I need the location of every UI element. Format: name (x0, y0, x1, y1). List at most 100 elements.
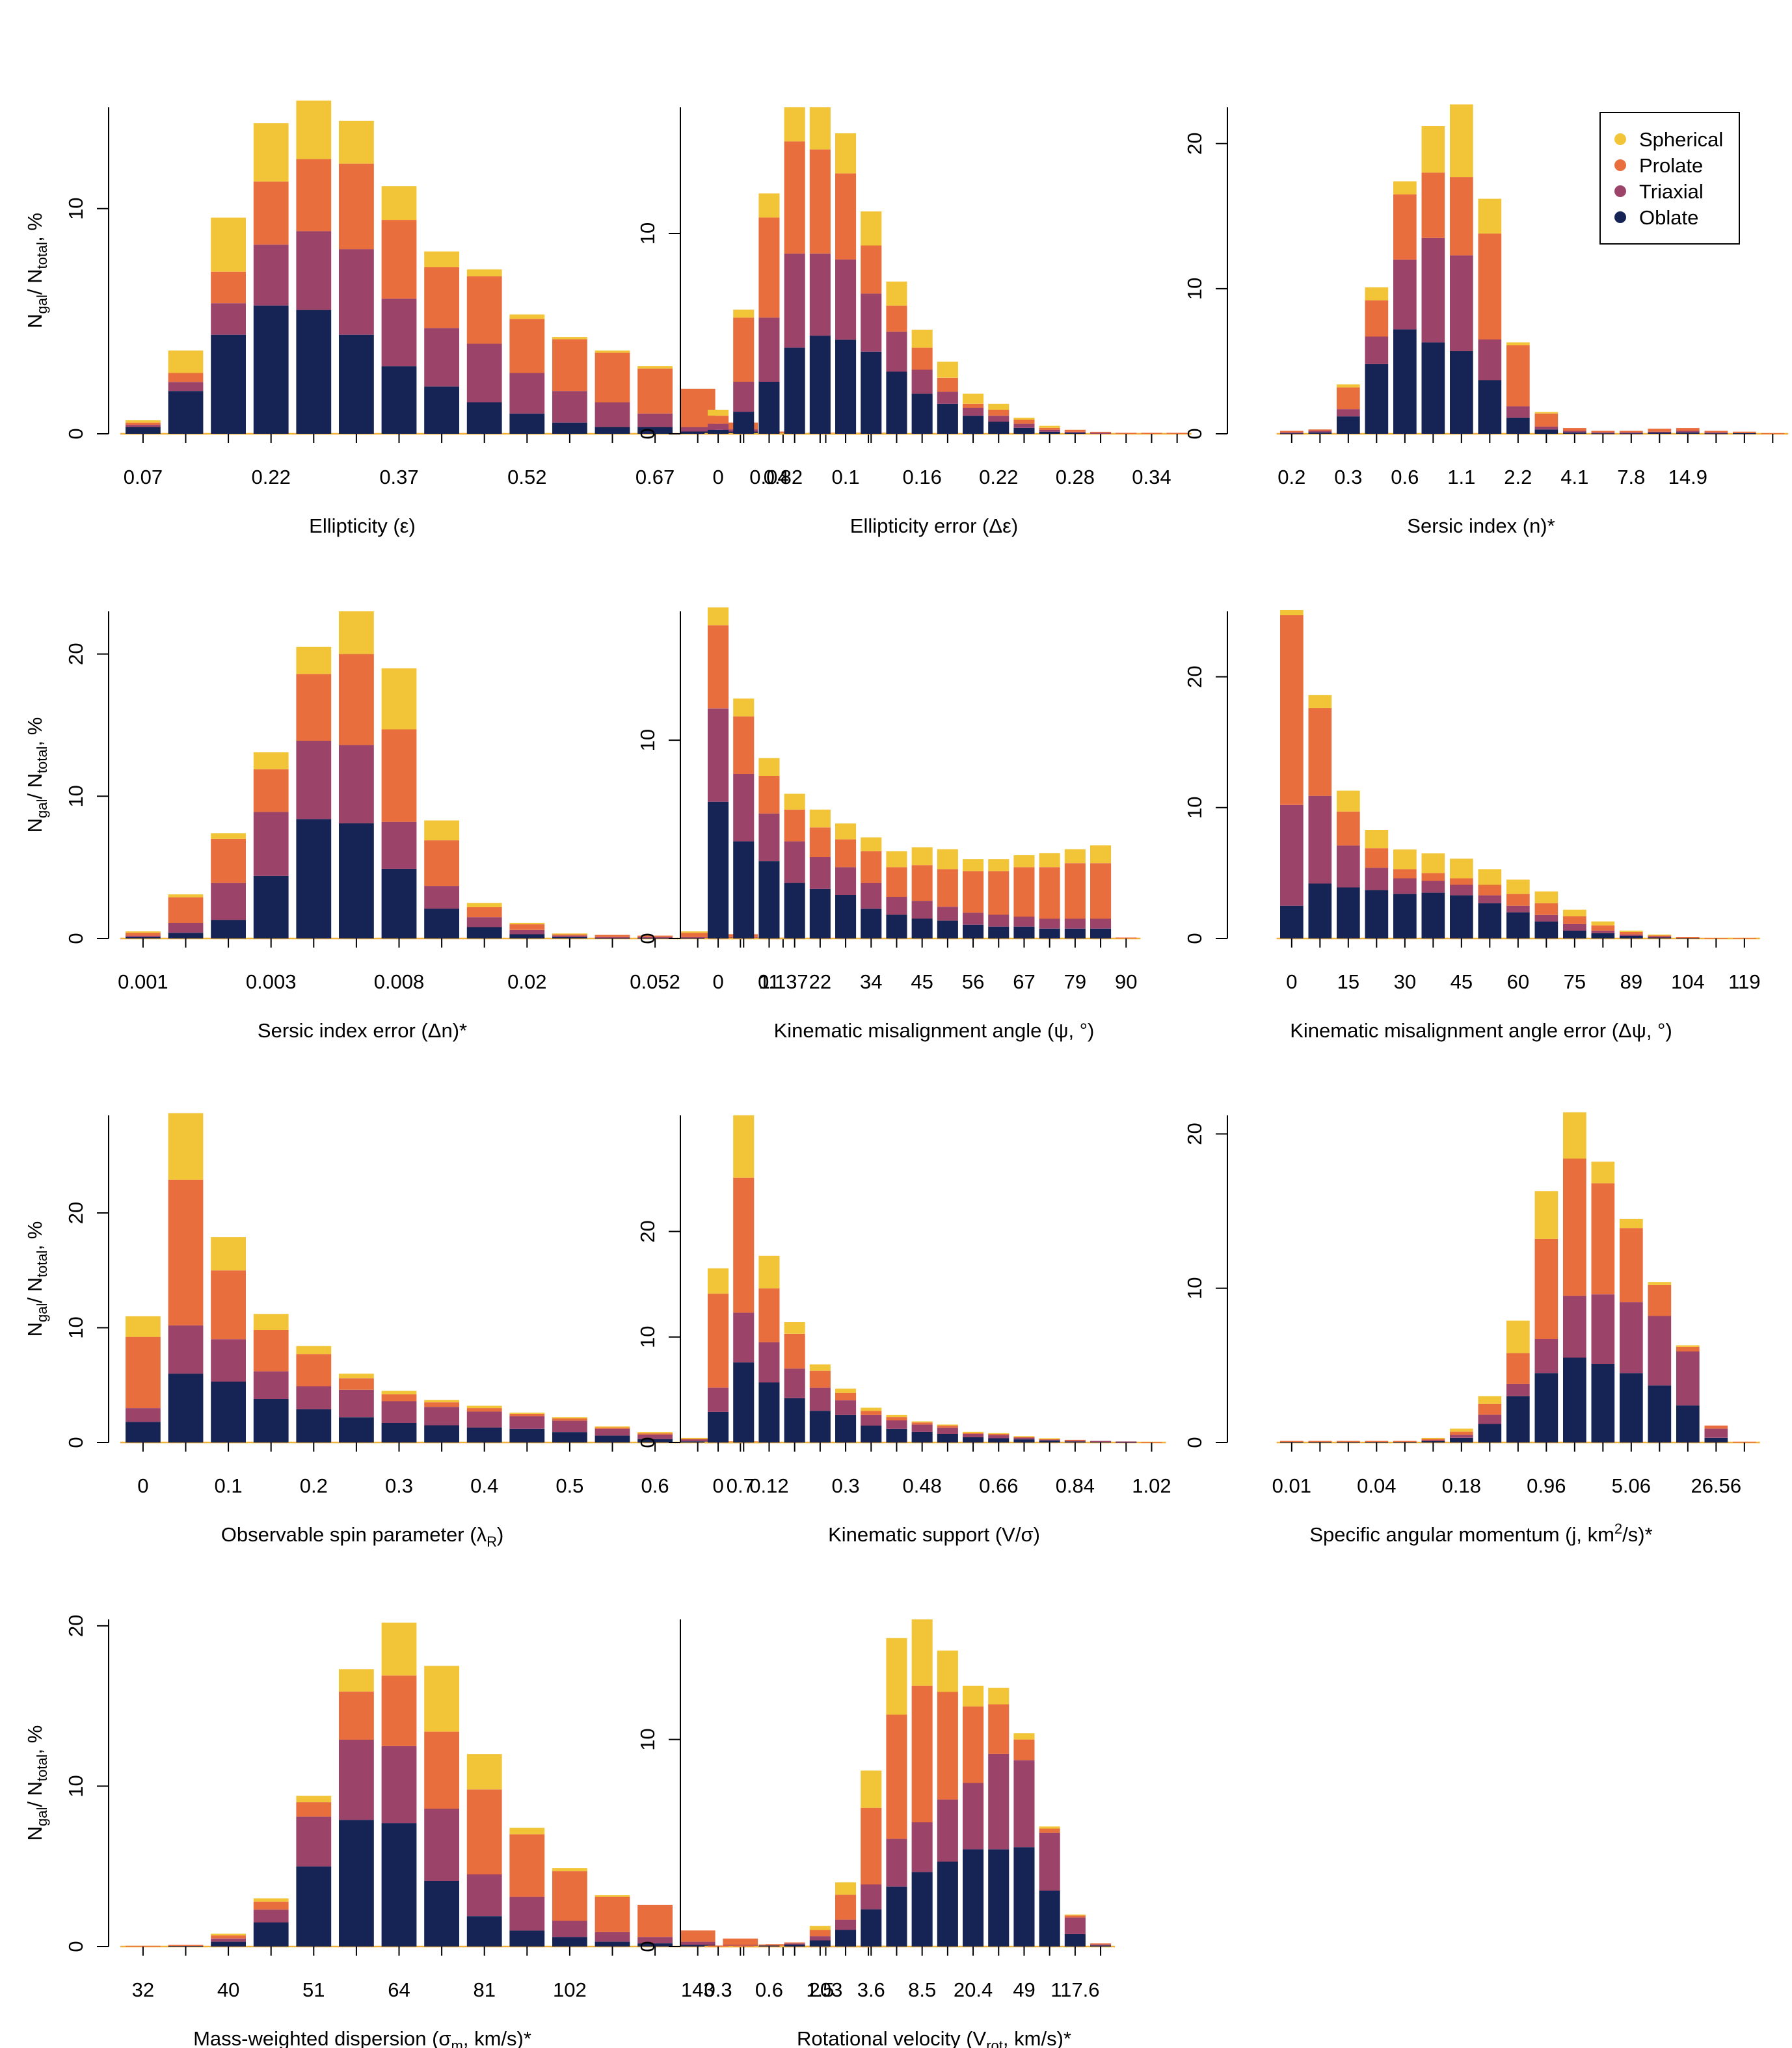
bar-triaxial (253, 1909, 289, 1922)
bar-oblate (1591, 933, 1615, 938)
x-tick-label: 2.2 (1504, 466, 1532, 488)
bar-prolate (1280, 615, 1304, 805)
bar-oblate (211, 1381, 246, 1443)
bar-triaxial (963, 408, 984, 416)
x-axis-label-part: Kinematic misalignment angle (ψ, °) (774, 1019, 1095, 1042)
bar-prolate (211, 1270, 246, 1340)
bar-prolate (211, 271, 246, 304)
bar-spherical (988, 403, 1010, 410)
bar-spherical (1620, 1219, 1643, 1229)
bar-prolate (424, 1731, 459, 1809)
y-axis-label: Ngal/ Ntotal, % (23, 717, 50, 833)
bar-prolate (1308, 1441, 1332, 1443)
bar-triaxial (1534, 914, 1558, 922)
x-tick-label: 40 (217, 1978, 239, 2001)
bar-prolate (937, 1426, 958, 1428)
y-tick-label: 10 (64, 785, 87, 807)
legend-label-prolate: Prolate (1639, 154, 1703, 177)
x-tick-label: 0.22 (252, 466, 291, 488)
bar-triaxial (861, 293, 882, 352)
bar-oblate (424, 909, 459, 938)
bar-spherical (1421, 126, 1445, 173)
x-tick-label: 0.04 (1357, 1474, 1396, 1497)
x-tick-label: 79 (1064, 970, 1086, 993)
bar-spherical (835, 133, 857, 174)
bar-spherical (296, 646, 332, 674)
x-tick-label: 75 (1564, 970, 1586, 993)
bar-oblate (424, 1880, 459, 1947)
x-axis-label-part: Sersic index (n)* (1407, 514, 1555, 537)
x-tick-label: 0.18 (1442, 1474, 1481, 1497)
bar-triaxial (381, 299, 417, 367)
bar-prolate (963, 403, 984, 408)
bar-spherical (552, 933, 587, 935)
y-tick-label: 0 (1183, 428, 1206, 439)
bar-triaxial (1090, 918, 1112, 929)
bar-spherical (253, 1314, 289, 1330)
bar-oblate (1478, 1424, 1502, 1443)
bar-spherical (1563, 1112, 1586, 1159)
bar-oblate (1337, 1441, 1360, 1443)
bar-prolate (1591, 431, 1615, 432)
bar-oblate (466, 1428, 502, 1443)
bar-triaxial (835, 1919, 857, 1930)
bar-prolate (1039, 1828, 1060, 1833)
bar-triaxial (784, 841, 805, 883)
x-tick-label: 30 (1394, 970, 1416, 993)
bar-oblate (1090, 928, 1112, 938)
panel-2: 0 10 0 0.04 0.1 0.16 0.22 0.28 0.34 Ellipticity e… (636, 107, 1192, 537)
bar-oblate (1478, 903, 1502, 938)
x-tick-label: 0.22 (979, 466, 1018, 488)
bar-triaxial (1620, 432, 1643, 434)
bar-oblate (809, 888, 831, 938)
y-axis-label-part: total (34, 1754, 50, 1781)
bar-oblate (708, 801, 729, 938)
bar-spherical (937, 1650, 958, 1692)
bar-oblate (988, 1438, 1010, 1443)
panel-1: 0 10 0.07 0.22 0.37 0.52 0.67 0.82 Ellipticity (… (23, 100, 890, 537)
bar-oblate (253, 875, 289, 938)
y-axis-label-part: N (23, 1322, 46, 1337)
bar-oblate (911, 393, 933, 434)
bar-prolate (963, 1706, 984, 1783)
bar-prolate (1365, 848, 1389, 868)
x-tick-label: 0 (712, 1474, 723, 1497)
bar-spherical (595, 1426, 630, 1428)
bar-triaxial (680, 937, 715, 938)
bar-prolate (1648, 935, 1672, 937)
bar-spherical (296, 1346, 332, 1355)
y-tick-label: 10 (636, 1325, 659, 1348)
bar-oblate (1506, 1396, 1530, 1443)
bar-spherical (1450, 104, 1473, 178)
bar-triaxial (637, 937, 673, 938)
bar-prolate (766, 431, 801, 434)
bar-oblate (595, 937, 630, 939)
bar-prolate (766, 1944, 801, 1946)
y-axis-label-part: N (23, 818, 46, 832)
bar-spherical (861, 211, 882, 246)
bar-oblate (733, 412, 755, 434)
bar-prolate (861, 1807, 882, 1885)
bar-oblate (784, 1944, 805, 1947)
bar-spherical (1337, 790, 1360, 812)
bar-spherical (911, 329, 933, 348)
bar-oblate (784, 347, 805, 434)
bar-oblate (552, 937, 587, 938)
bar-prolate (1141, 432, 1162, 434)
bar-triaxial (1563, 924, 1586, 931)
bar-oblate (1337, 416, 1360, 434)
bar-prolate (1421, 873, 1445, 881)
bar-triaxial (509, 1416, 545, 1429)
bar-triaxial (1365, 868, 1389, 890)
bar-spherical (1506, 342, 1530, 345)
bar-spherical (784, 1322, 805, 1334)
bar-prolate (1064, 1439, 1086, 1441)
x-tick-label: 34 (860, 970, 882, 993)
x-tick-label: 0.02 (507, 970, 546, 993)
bar-triaxial (937, 1428, 958, 1434)
y-tick-label: 20 (1183, 665, 1206, 687)
bar-prolate (339, 1692, 374, 1740)
bar-triaxial (424, 886, 459, 909)
x-tick-label: 22 (809, 970, 831, 993)
panel-3: 0 10 20 0.2 0.3 0.6 1.1 2.2 4.1 7.8 14.9 Sersic ind… (1183, 104, 1789, 537)
